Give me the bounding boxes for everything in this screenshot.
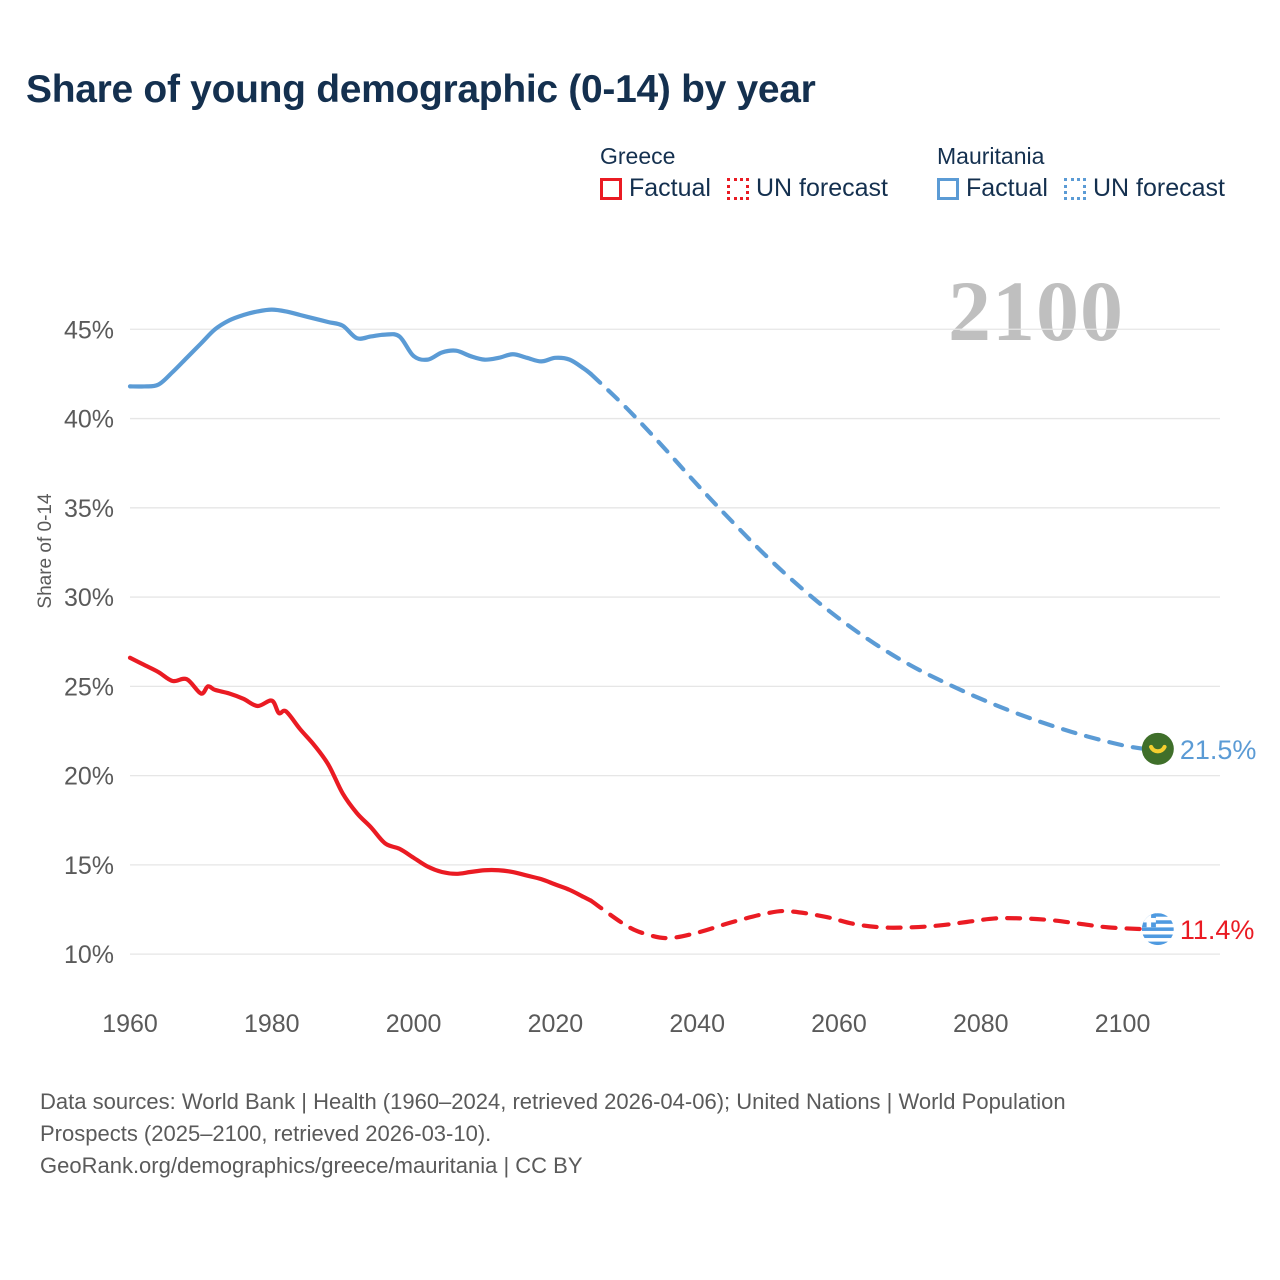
legend-swatch-solid-icon — [937, 177, 959, 200]
x-tick-label: 2000 — [386, 1010, 442, 1038]
legend-item-greece-forecast[interactable]: UN forecast — [726, 174, 888, 203]
legend-group-greece: Greece Factual UN forecast — [600, 143, 888, 203]
x-tick-label: 2040 — [669, 1010, 725, 1038]
endpoint-label-mauritania: 21.5% — [1180, 735, 1257, 765]
year-watermark: 2100 — [948, 263, 1124, 359]
series-line-factual-greece — [127, 655, 593, 903]
legend-label-mauritania-factual: Factual — [966, 174, 1048, 202]
legend-label-greece-forecast: UN forecast — [755, 174, 888, 202]
legend-group-mauritania: Mauritania Factual UN forecast — [937, 143, 1225, 203]
y-tick-label: 15% — [64, 852, 114, 880]
x-tick-label: 2020 — [528, 1010, 584, 1038]
y-tick-label: 40% — [64, 406, 114, 434]
legend-swatch-dotted-icon — [726, 177, 749, 200]
x-tick-label: 2060 — [811, 1010, 867, 1038]
x-axis-ticks: 1960 1980 2000 2020 2040 2060 2080 2100 — [102, 1010, 1150, 1038]
legend-item-mauritania-forecast[interactable]: UN forecast — [1063, 174, 1225, 203]
data-series-group — [127, 307, 1146, 941]
y-axis-ticks: 10% 15% 20% 25% 30% 35% 40% 45% — [64, 316, 114, 969]
endpoint-markers: 21.5% 11.4% — [1141, 732, 1257, 946]
chart-plot-area: 10% 15% 20% 25% 30% 35% 40% 45% 1960 1980 2000 202… — [64, 307, 1257, 1038]
chart-legend: Greece Factual UN forecast Mauritania Fa… — [600, 143, 1260, 223]
page-title: Share of young demographic (0-14) by yea… — [26, 68, 816, 111]
legend-swatch-solid-icon — [600, 177, 622, 200]
x-tick-label: 2080 — [953, 1010, 1009, 1038]
footer-sources: Data sources: World Bank | Health (1960–… — [40, 1089, 1066, 1146]
legend-label-greece-factual: Factual — [629, 174, 711, 202]
x-tick-label: 2100 — [1095, 1010, 1151, 1038]
legend-item-greece-factual[interactable]: Factual — [600, 174, 711, 203]
x-tick-label: 1980 — [244, 1010, 300, 1038]
endpoint-label-greece: 11.4% — [1180, 915, 1255, 945]
legend-country-mauritania: Mauritania — [937, 143, 1045, 169]
y-tick-label: 30% — [64, 584, 114, 612]
grid-lines — [130, 328, 1220, 955]
legend-item-mauritania-factual[interactable]: Factual — [937, 174, 1048, 203]
series-line-factual-mauritania — [127, 307, 593, 389]
legend-label-mauritania-forecast: UN forecast — [1092, 174, 1225, 202]
greece-flag-icon — [1141, 913, 1174, 946]
mauritania-flag-icon — [1141, 732, 1174, 765]
footer-note: Data sources: World Bank | Health (1960–… — [40, 1086, 1180, 1182]
y-tick-label: 25% — [64, 673, 114, 701]
legend-country-greece: Greece — [600, 143, 676, 169]
series-line-forecast-greece — [588, 898, 1146, 941]
series-line-forecast-mauritania — [588, 371, 1146, 751]
x-tick-label: 1960 — [102, 1010, 158, 1038]
y-tick-label: 35% — [64, 495, 114, 523]
y-tick-label: 10% — [64, 941, 114, 969]
legend-swatch-dotted-icon — [1063, 177, 1086, 200]
y-tick-label: 20% — [64, 763, 114, 791]
footer-attribution: GeoRank.org/demographics/greece/mauritan… — [40, 1152, 583, 1178]
y-tick-label: 45% — [64, 316, 114, 344]
